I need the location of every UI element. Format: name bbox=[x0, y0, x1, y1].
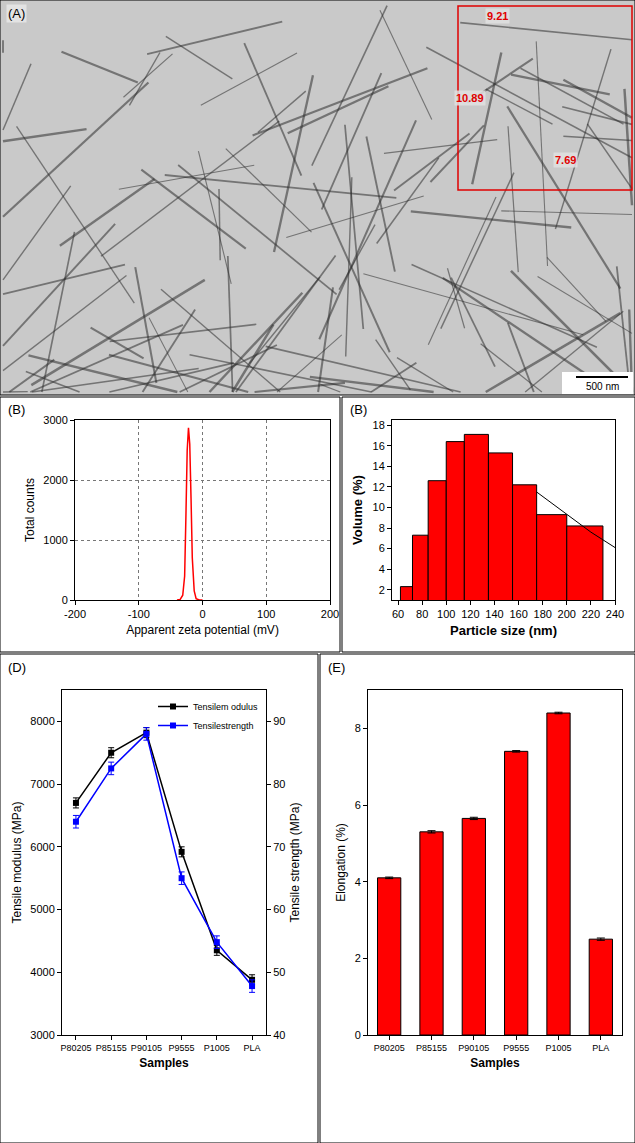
svg-text:100: 100 bbox=[257, 608, 275, 620]
svg-text:Samples: Samples bbox=[470, 1056, 520, 1070]
svg-text:P1005: P1005 bbox=[545, 1043, 571, 1053]
svg-text:16: 16 bbox=[373, 440, 385, 452]
svg-text:2: 2 bbox=[355, 952, 361, 964]
svg-text:Samples: Samples bbox=[139, 1056, 189, 1070]
svg-text:4: 4 bbox=[355, 876, 361, 888]
svg-text:3000: 3000 bbox=[30, 1029, 54, 1041]
svg-text:4000: 4000 bbox=[30, 966, 54, 978]
svg-text:80: 80 bbox=[416, 608, 428, 620]
svg-text:12: 12 bbox=[373, 481, 385, 493]
svg-text:(D): (D) bbox=[8, 660, 26, 675]
svg-text:140: 140 bbox=[485, 608, 503, 620]
svg-text:40: 40 bbox=[273, 1029, 285, 1041]
svg-text:P80205: P80205 bbox=[374, 1043, 405, 1053]
svg-text:120: 120 bbox=[461, 608, 479, 620]
svg-text:-200: -200 bbox=[64, 608, 86, 620]
svg-text:P90105: P90105 bbox=[458, 1043, 489, 1053]
svg-text:Tensilem odulus: Tensilem odulus bbox=[193, 702, 258, 712]
svg-text:2000: 2000 bbox=[43, 474, 67, 486]
svg-text:80: 80 bbox=[273, 778, 285, 790]
svg-text:50: 50 bbox=[273, 966, 285, 978]
svg-text:Apparent zeta potential (mV): Apparent zeta potential (mV) bbox=[126, 623, 279, 637]
svg-text:14: 14 bbox=[373, 460, 385, 472]
svg-text:5000: 5000 bbox=[30, 903, 54, 915]
svg-text:6: 6 bbox=[355, 799, 361, 811]
svg-text:P85155: P85155 bbox=[416, 1043, 447, 1053]
svg-text:-100: -100 bbox=[128, 608, 150, 620]
svg-text:160: 160 bbox=[509, 608, 527, 620]
svg-text:Volume (%): Volume (%) bbox=[350, 475, 365, 545]
svg-text:(A): (A) bbox=[8, 6, 25, 21]
svg-text:P85155: P85155 bbox=[96, 1043, 127, 1053]
svg-text:200: 200 bbox=[321, 608, 339, 620]
svg-text:P1005: P1005 bbox=[204, 1043, 230, 1053]
svg-text:0: 0 bbox=[62, 594, 68, 606]
svg-text:4: 4 bbox=[379, 563, 385, 575]
svg-text:90: 90 bbox=[273, 715, 285, 727]
svg-text:200: 200 bbox=[558, 608, 576, 620]
svg-text:Tensile modulus (MPa): Tensile modulus (MPa) bbox=[10, 801, 24, 923]
svg-text:7.69: 7.69 bbox=[555, 154, 576, 166]
svg-text:180: 180 bbox=[534, 608, 552, 620]
svg-text:P9555: P9555 bbox=[169, 1043, 195, 1053]
svg-text:3000: 3000 bbox=[43, 414, 67, 426]
svg-text:1000: 1000 bbox=[43, 534, 67, 546]
svg-text:60: 60 bbox=[273, 903, 285, 915]
svg-text:(E): (E) bbox=[328, 660, 345, 675]
svg-text:10.89: 10.89 bbox=[456, 92, 484, 104]
svg-text:8000: 8000 bbox=[30, 715, 54, 727]
svg-text:2: 2 bbox=[379, 584, 385, 596]
svg-text:(B): (B) bbox=[350, 402, 367, 417]
svg-text:7000: 7000 bbox=[30, 778, 54, 790]
svg-text:P90105: P90105 bbox=[131, 1043, 162, 1053]
svg-text:Particle size (nm): Particle size (nm) bbox=[450, 623, 557, 638]
svg-text:0: 0 bbox=[199, 608, 205, 620]
svg-text:Total counts: Total counts bbox=[23, 478, 37, 542]
svg-text:220: 220 bbox=[582, 608, 600, 620]
svg-text:Tensilestrength: Tensilestrength bbox=[193, 721, 254, 731]
svg-text:100: 100 bbox=[437, 608, 455, 620]
svg-text:8: 8 bbox=[379, 522, 385, 534]
svg-text:60: 60 bbox=[392, 608, 404, 620]
svg-text:(B): (B) bbox=[8, 402, 25, 417]
svg-text:240: 240 bbox=[606, 608, 624, 620]
svg-text:0: 0 bbox=[355, 1029, 361, 1041]
svg-text:6: 6 bbox=[379, 542, 385, 554]
svg-text:8: 8 bbox=[355, 722, 361, 734]
svg-text:9.21: 9.21 bbox=[487, 10, 508, 22]
svg-text:500 nm: 500 nm bbox=[586, 381, 619, 392]
svg-text:P9555: P9555 bbox=[503, 1043, 529, 1053]
svg-text:Tensile strength (MPa): Tensile strength (MPa) bbox=[288, 802, 302, 922]
svg-text:PLA: PLA bbox=[244, 1043, 261, 1053]
svg-text:6000: 6000 bbox=[30, 841, 54, 853]
svg-text:P80205: P80205 bbox=[60, 1043, 91, 1053]
svg-text:70: 70 bbox=[273, 841, 285, 853]
svg-text:PLA: PLA bbox=[592, 1043, 609, 1053]
svg-text:18: 18 bbox=[373, 419, 385, 431]
svg-text:Elongation (%): Elongation (%) bbox=[334, 823, 348, 902]
svg-text:10: 10 bbox=[373, 501, 385, 513]
